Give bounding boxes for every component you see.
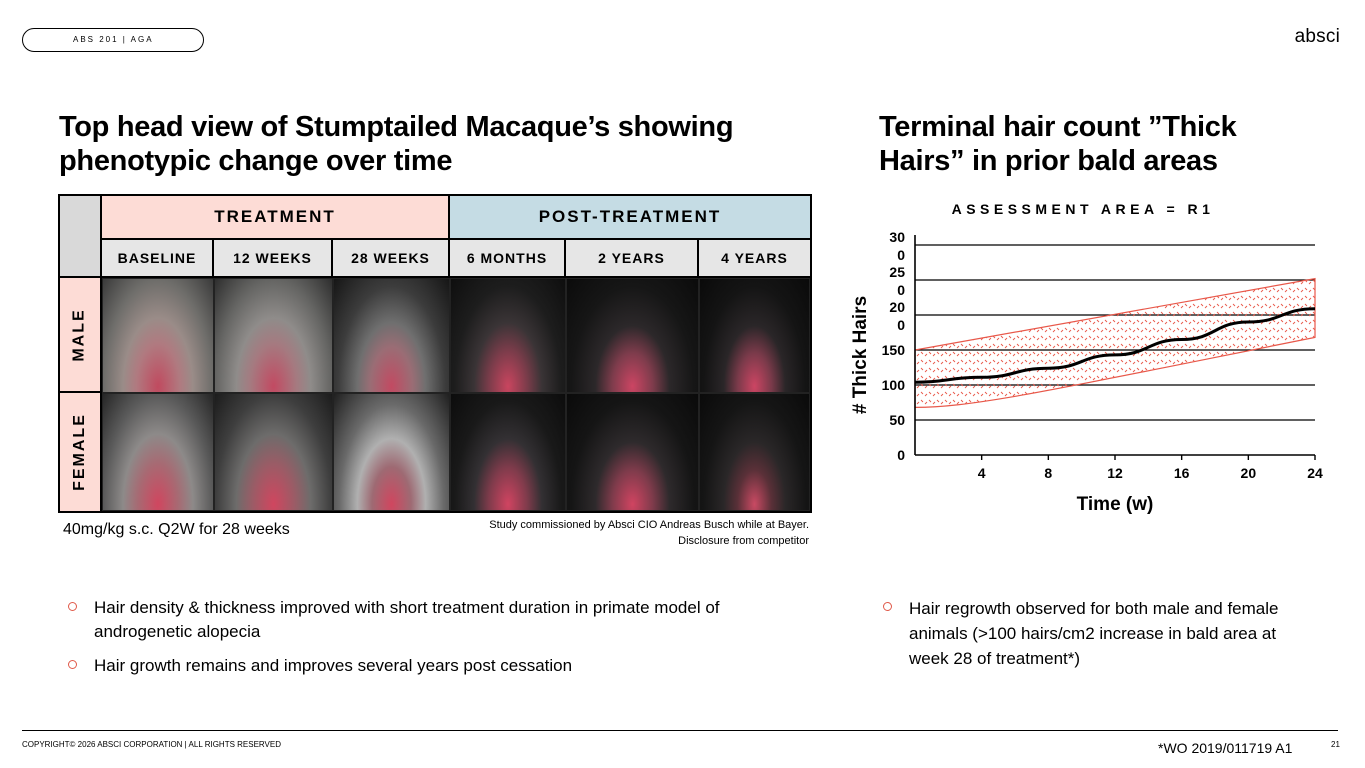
study-note-line-1: Study commissioned by Absci CIO Andreas …	[489, 519, 809, 531]
x-tick-label-12: 12	[1107, 465, 1123, 481]
photo-female-12-weeks	[214, 393, 333, 511]
y-tick-label-250: 25 0	[889, 264, 905, 298]
deck-tag: ABS 201 | AGA	[22, 28, 204, 52]
study-note-line-2: Disclosure from competitor	[678, 535, 809, 547]
dose-note: 40mg/kg s.c. Q2W for 28 weeks	[63, 521, 290, 538]
group-header-post-treatment: POST-TREATMENT	[450, 196, 810, 240]
y-tick-label-50: 50	[889, 412, 905, 428]
photo-female-4-years	[699, 393, 810, 511]
right-bullet-1-text: Hair regrowth observed for both male and…	[909, 599, 1279, 668]
left-bullet-1-text: Hair density & thickness improved with s…	[94, 598, 720, 641]
period-28-weeks: 28 WEEKS	[333, 240, 450, 278]
x-tick-label-20: 20	[1241, 465, 1257, 481]
x-axis-label: Time (w)	[1077, 494, 1154, 515]
group-header-treatment: TREATMENT	[102, 196, 450, 240]
footer-divider	[22, 730, 1338, 731]
photo-male-baseline	[102, 278, 214, 393]
left-bullets: Hair density & thickness improved with s…	[64, 596, 784, 688]
copyright: COPYRIGHT© 2026 ABSCI CORPORATION | ALL …	[22, 740, 282, 749]
row-label-male-text: MALE	[71, 307, 89, 362]
row-label-male: MALE	[60, 278, 102, 393]
study-note: Study commissioned by Absci CIO Andreas …	[409, 517, 809, 549]
y-tick-label-200: 20 0	[889, 299, 905, 333]
chart-title: ASSESSMENT AREA = R1	[952, 201, 1215, 217]
right-title: Terminal hair count ”Thick Hairs” in pri…	[879, 111, 1237, 177]
photo-male-2-years	[566, 278, 699, 393]
y-tick-label-part: 30	[889, 229, 905, 245]
bullet-dot-icon	[68, 660, 77, 669]
photo-male-28-weeks	[333, 278, 450, 393]
y-axis-label: # Thick Hairs	[850, 296, 871, 414]
y-tick-label-0: 0	[897, 447, 905, 463]
left-bullet-1: Hair density & thickness improved with s…	[64, 596, 784, 644]
y-tick-label-300: 30 0	[889, 229, 905, 263]
y-tick-label-part: 0	[897, 247, 905, 263]
photo-male-6-months	[450, 278, 566, 393]
period-baseline: BASELINE	[102, 240, 214, 278]
period-6-months: 6 MONTHS	[450, 240, 566, 278]
period-4-years: 4 YEARS	[699, 240, 810, 278]
photo-female-28-weeks	[333, 393, 450, 511]
bullet-dot-icon	[68, 602, 77, 611]
page-number: 21	[1331, 740, 1340, 749]
y-tick-label-part: 0	[897, 317, 905, 333]
y-tick-label-part: 0	[897, 282, 905, 298]
phenotype-grid: TREATMENT POST-TREATMENT BASELINE 12 WEE…	[58, 194, 812, 513]
x-tick-label-16: 16	[1174, 465, 1190, 481]
row-label-female-text: FEMALE	[71, 413, 88, 491]
left-bullet-2: Hair growth remains and improves several…	[64, 654, 784, 678]
confidence-band	[914, 277, 1316, 409]
left-title: Top head view of Stumptailed Macaque’s s…	[59, 111, 734, 177]
left-bullet-2-text: Hair growth remains and improves several…	[94, 656, 573, 675]
series-line-mean	[914, 307, 1316, 384]
right-bullet-1: Hair regrowth observed for both male and…	[879, 596, 1319, 671]
x-tick-label-8: 8	[1044, 465, 1052, 481]
right-bullets: Hair regrowth observed for both male and…	[879, 596, 1319, 681]
photo-male-4-years	[699, 278, 810, 393]
period-12-weeks: 12 WEEKS	[214, 240, 333, 278]
y-tick-label-part: 25	[889, 264, 905, 280]
x-tick-label-4: 4	[978, 465, 986, 481]
patent-reference: *WO 2019/011719 A1	[1158, 740, 1293, 756]
absci-logo: absci	[1294, 26, 1340, 47]
row-label-female: FEMALE	[60, 393, 102, 511]
y-tick-label-100: 100	[882, 377, 906, 393]
photo-female-2-years	[566, 393, 699, 511]
photo-female-6-months	[450, 393, 566, 511]
photo-male-12-weeks	[214, 278, 333, 393]
y-tick-label-150: 150	[882, 342, 906, 358]
photo-female-baseline	[102, 393, 214, 511]
y-tick-label-part: 20	[889, 299, 905, 315]
corner-cell	[60, 196, 102, 278]
x-tick-label-24: 24	[1307, 465, 1323, 481]
bullet-dot-icon	[883, 602, 892, 611]
period-2-years: 2 YEARS	[566, 240, 699, 278]
